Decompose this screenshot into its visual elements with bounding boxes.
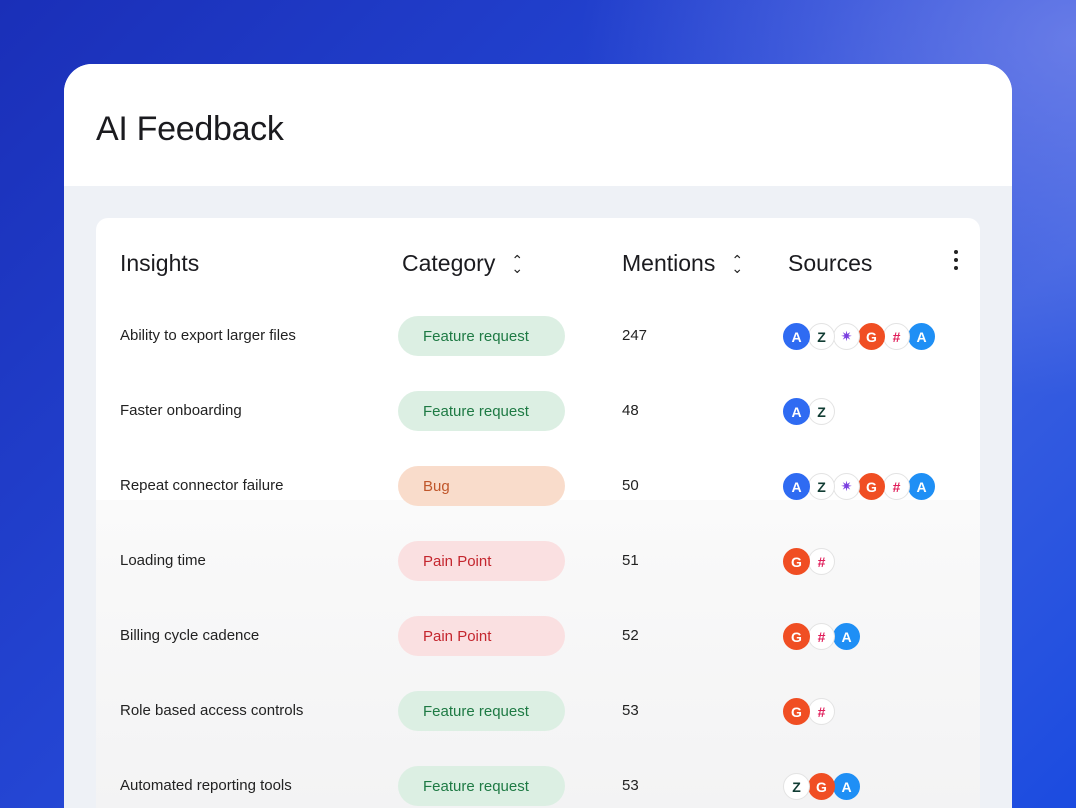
insights-header-label: Insights bbox=[120, 250, 200, 276]
insight-text: Automated reporting tools bbox=[120, 777, 292, 794]
slack-icon: # bbox=[808, 548, 835, 575]
more-options-icon[interactable] bbox=[952, 250, 960, 270]
insight-text: Billing cycle cadence bbox=[120, 627, 260, 644]
slack-icon: # bbox=[883, 473, 910, 500]
sort-icon[interactable]: ⌃ ⌄ bbox=[511, 251, 524, 276]
sources-list: A Z ✷ G # A bbox=[783, 473, 935, 500]
category-badge: Feature request bbox=[398, 391, 565, 431]
column-header-insights: Insights bbox=[120, 250, 199, 277]
mentions-header-label: Mentions bbox=[622, 250, 716, 276]
mentions-count: 247 bbox=[622, 327, 648, 344]
insight-text: Ability to export larger files bbox=[120, 327, 296, 344]
sparkle-icon: ✷ bbox=[833, 323, 860, 350]
g2-icon: G bbox=[783, 623, 810, 650]
column-header-category[interactable]: Category ⌃ ⌄ bbox=[402, 250, 523, 277]
sources-list: G # bbox=[783, 698, 835, 725]
table-row[interactable]: Ability to export larger files Feature r… bbox=[96, 316, 980, 356]
table-row[interactable]: Billing cycle cadence Pain Point 52 G # A bbox=[96, 616, 980, 656]
category-badge: Pain Point bbox=[398, 616, 565, 656]
slack-icon: # bbox=[808, 623, 835, 650]
column-header-sources: Sources bbox=[788, 250, 872, 277]
sources-header-label: Sources bbox=[788, 250, 873, 276]
table-row[interactable]: Repeat connector failure Bug 50 A Z ✷ G # A bbox=[96, 466, 980, 506]
appstore-icon: A bbox=[908, 323, 935, 350]
zendesk-icon: Z bbox=[808, 473, 835, 500]
amplitude-icon: A bbox=[783, 323, 810, 350]
insight-text: Repeat connector failure bbox=[120, 477, 284, 494]
table-row[interactable]: Role based access controls Feature reque… bbox=[96, 691, 980, 731]
sources-list: G # bbox=[783, 548, 835, 575]
table-row[interactable]: Automated reporting tools Feature reques… bbox=[96, 766, 980, 806]
slack-icon: # bbox=[883, 323, 910, 350]
category-badge: Feature request bbox=[398, 316, 565, 356]
mentions-count: 50 bbox=[622, 477, 639, 494]
category-badge: Feature request bbox=[398, 691, 565, 731]
mentions-count: 48 bbox=[622, 402, 639, 419]
g2-icon: G bbox=[858, 473, 885, 500]
g2-icon: G bbox=[858, 323, 885, 350]
insights-table: Insights Category ⌃ ⌄ Mentions ⌃ ⌄ Sources A… bbox=[96, 218, 980, 808]
table-row[interactable]: Loading time Pain Point 51 G # bbox=[96, 541, 980, 581]
insight-text: Loading time bbox=[120, 552, 206, 569]
card-header: AI Feedback bbox=[64, 64, 1012, 186]
appstore-icon: A bbox=[908, 473, 935, 500]
amplitude-icon: A bbox=[783, 473, 810, 500]
zendesk-icon: Z bbox=[783, 773, 810, 800]
category-badge: Pain Point bbox=[398, 541, 565, 581]
category-badge: Feature request bbox=[398, 766, 565, 806]
insight-text: Role based access controls bbox=[120, 702, 304, 719]
ai-feedback-card: AI Feedback Insights Category ⌃ ⌄ Mentions… bbox=[64, 64, 1012, 808]
category-header-label: Category bbox=[402, 250, 496, 276]
sparkle-icon: ✷ bbox=[833, 473, 860, 500]
g2-icon: G bbox=[808, 773, 835, 800]
sort-icon[interactable]: ⌃ ⌄ bbox=[731, 251, 744, 276]
appstore-icon: A bbox=[833, 623, 860, 650]
g2-icon: G bbox=[783, 698, 810, 725]
category-badge: Bug bbox=[398, 466, 565, 506]
column-header-mentions[interactable]: Mentions ⌃ ⌄ bbox=[622, 250, 743, 277]
mentions-count: 53 bbox=[622, 702, 639, 719]
mentions-count: 52 bbox=[622, 627, 639, 644]
insight-text: Faster onboarding bbox=[120, 402, 242, 419]
zendesk-icon: Z bbox=[808, 398, 835, 425]
appstore-icon: A bbox=[833, 773, 860, 800]
sources-list: A Z ✷ G # A bbox=[783, 323, 935, 350]
mentions-count: 51 bbox=[622, 552, 639, 569]
slack-icon: # bbox=[808, 698, 835, 725]
zendesk-icon: Z bbox=[808, 323, 835, 350]
mentions-count: 53 bbox=[622, 777, 639, 794]
g2-icon: G bbox=[783, 548, 810, 575]
page-title: AI Feedback bbox=[96, 110, 284, 148]
sources-list: G # A bbox=[783, 623, 860, 650]
amplitude-icon: A bbox=[783, 398, 810, 425]
